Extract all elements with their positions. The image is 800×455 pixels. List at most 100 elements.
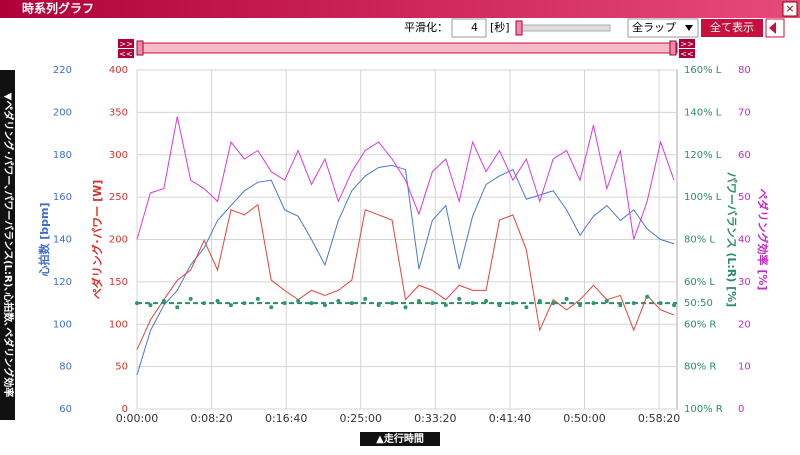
- range-thumb[interactable]: [136, 40, 144, 56]
- series-dot: [255, 296, 260, 301]
- y-tick-label: 160% L: [684, 65, 722, 76]
- range-button[interactable]: [679, 49, 695, 58]
- axis-label: ペダリング･パワー [W]: [90, 180, 104, 300]
- y-tick-label: 60% L: [684, 277, 715, 288]
- y-tick-label: 80% R: [684, 362, 716, 373]
- series-dot: [376, 303, 381, 308]
- range-bar[interactable]: [136, 42, 678, 54]
- y-tick-label: 50:50: [684, 298, 713, 309]
- series-dot: [470, 301, 475, 306]
- show-all-button[interactable]: [701, 19, 763, 37]
- select-arrow[interactable]: [685, 25, 693, 31]
- series-dot: [591, 301, 596, 306]
- series-dot: [228, 303, 233, 308]
- x-tick-label: 0:00:00: [116, 412, 158, 425]
- y-tick-label: 20: [738, 319, 751, 330]
- series-dot: [457, 296, 462, 301]
- y-tick-label: 180: [53, 150, 72, 161]
- y-tick-label: 50: [738, 192, 751, 203]
- y-tick-label: 220: [53, 65, 72, 76]
- series-dot: [618, 303, 623, 308]
- series-dot: [604, 298, 609, 303]
- series-dot: [135, 301, 139, 306]
- series-dot: [202, 301, 207, 306]
- series-dot: [510, 301, 515, 306]
- range-thumb[interactable]: [669, 40, 677, 56]
- slider-thumb[interactable]: [515, 20, 523, 36]
- y-tick-label: 100: [53, 319, 72, 330]
- y-tick-label: 80: [59, 362, 72, 373]
- series-dot: [363, 296, 368, 301]
- y-tick-label: 100: [109, 319, 128, 330]
- y-tick-label: 40: [738, 235, 751, 246]
- series-dot: [215, 298, 220, 303]
- series-dot: [524, 305, 529, 310]
- range-button-text[interactable]: >>: [119, 40, 132, 49]
- series-dot: [296, 298, 301, 303]
- series-dot: [497, 303, 502, 308]
- series-dot: [537, 298, 542, 303]
- range-button-text[interactable]: >>: [680, 40, 693, 49]
- y-tick-label: 120% L: [684, 150, 722, 161]
- x-tick-label: 0:25:00: [340, 412, 382, 425]
- back-icon[interactable]: [769, 22, 776, 34]
- series-dot: [645, 294, 650, 299]
- y-tick-label: 80% L: [684, 235, 715, 246]
- series-dot: [631, 301, 636, 306]
- series-dot: [416, 298, 421, 303]
- series-dot: [309, 301, 314, 306]
- close-icon[interactable]: ×: [785, 2, 794, 15]
- bottom-tab-text[interactable]: ▲走行時間: [376, 432, 424, 445]
- range-button[interactable]: [118, 49, 134, 58]
- series-dot: [349, 301, 354, 306]
- bottom-tab[interactable]: [360, 432, 440, 446]
- show-all-text[interactable]: 全て表示: [710, 20, 754, 34]
- range-button[interactable]: [679, 39, 695, 48]
- series-dot: [336, 298, 341, 303]
- y-tick-label: 200: [109, 235, 128, 246]
- x-tick-label: 0:33:20: [414, 412, 456, 425]
- axis-label: ペダリング効率 [%]: [756, 189, 770, 291]
- series-dot: [390, 301, 395, 306]
- series-dot: [403, 305, 408, 310]
- series-dot: [443, 303, 448, 308]
- series-line: [136, 164, 675, 376]
- series-dot: [564, 296, 569, 301]
- series-dot: [658, 301, 663, 306]
- range-button-text[interactable]: <<: [680, 50, 693, 59]
- x-tick-label: 0:58:20: [638, 412, 680, 425]
- series-dot: [148, 303, 153, 308]
- series-dot: [242, 301, 247, 306]
- y-tick-label: 60: [59, 404, 72, 415]
- lap-select-text[interactable]: 全ラップ: [632, 20, 676, 34]
- close-button[interactable]: [782, 1, 798, 17]
- series-dot: [430, 301, 435, 306]
- y-tick-label: 0: [122, 404, 128, 415]
- smoothing-label: 平滑化：: [404, 20, 448, 34]
- side-tab[interactable]: [0, 70, 15, 420]
- smoothing-slider[interactable]: [517, 24, 611, 32]
- series-dot: [551, 301, 556, 306]
- axis-label: パワーバランス (L:R) [%]: [725, 172, 738, 307]
- series-dot: [175, 305, 180, 310]
- series-dot: [672, 303, 677, 308]
- series-dot: [322, 303, 327, 308]
- y-tick-label: 120: [53, 277, 72, 288]
- range-button-text[interactable]: <<: [119, 50, 132, 59]
- range-button[interactable]: [118, 39, 134, 48]
- smoothing-value[interactable]: 4: [471, 21, 478, 34]
- smoothing-input[interactable]: [451, 18, 487, 38]
- y-tick-label: 0: [738, 404, 744, 415]
- x-tick-label: 0:08:20: [190, 412, 232, 425]
- axis-label: 心拍数 [bpm]: [37, 202, 51, 276]
- y-tick-label: 50: [115, 362, 128, 373]
- y-tick-label: 10: [738, 362, 751, 373]
- y-tick-label: 70: [738, 107, 751, 118]
- lap-select[interactable]: [627, 18, 699, 38]
- y-tick-label: 60: [738, 150, 751, 161]
- y-tick-label: 160: [53, 192, 72, 203]
- series-dot: [188, 296, 193, 301]
- side-tab-text[interactable]: ▼ペダリング･パワー､パワーバランス(L:R)､心拍数､ペダリング効率: [2, 93, 15, 398]
- window-title: 時系列グラフ: [22, 1, 94, 16]
- y-tick-label: 300: [109, 150, 128, 161]
